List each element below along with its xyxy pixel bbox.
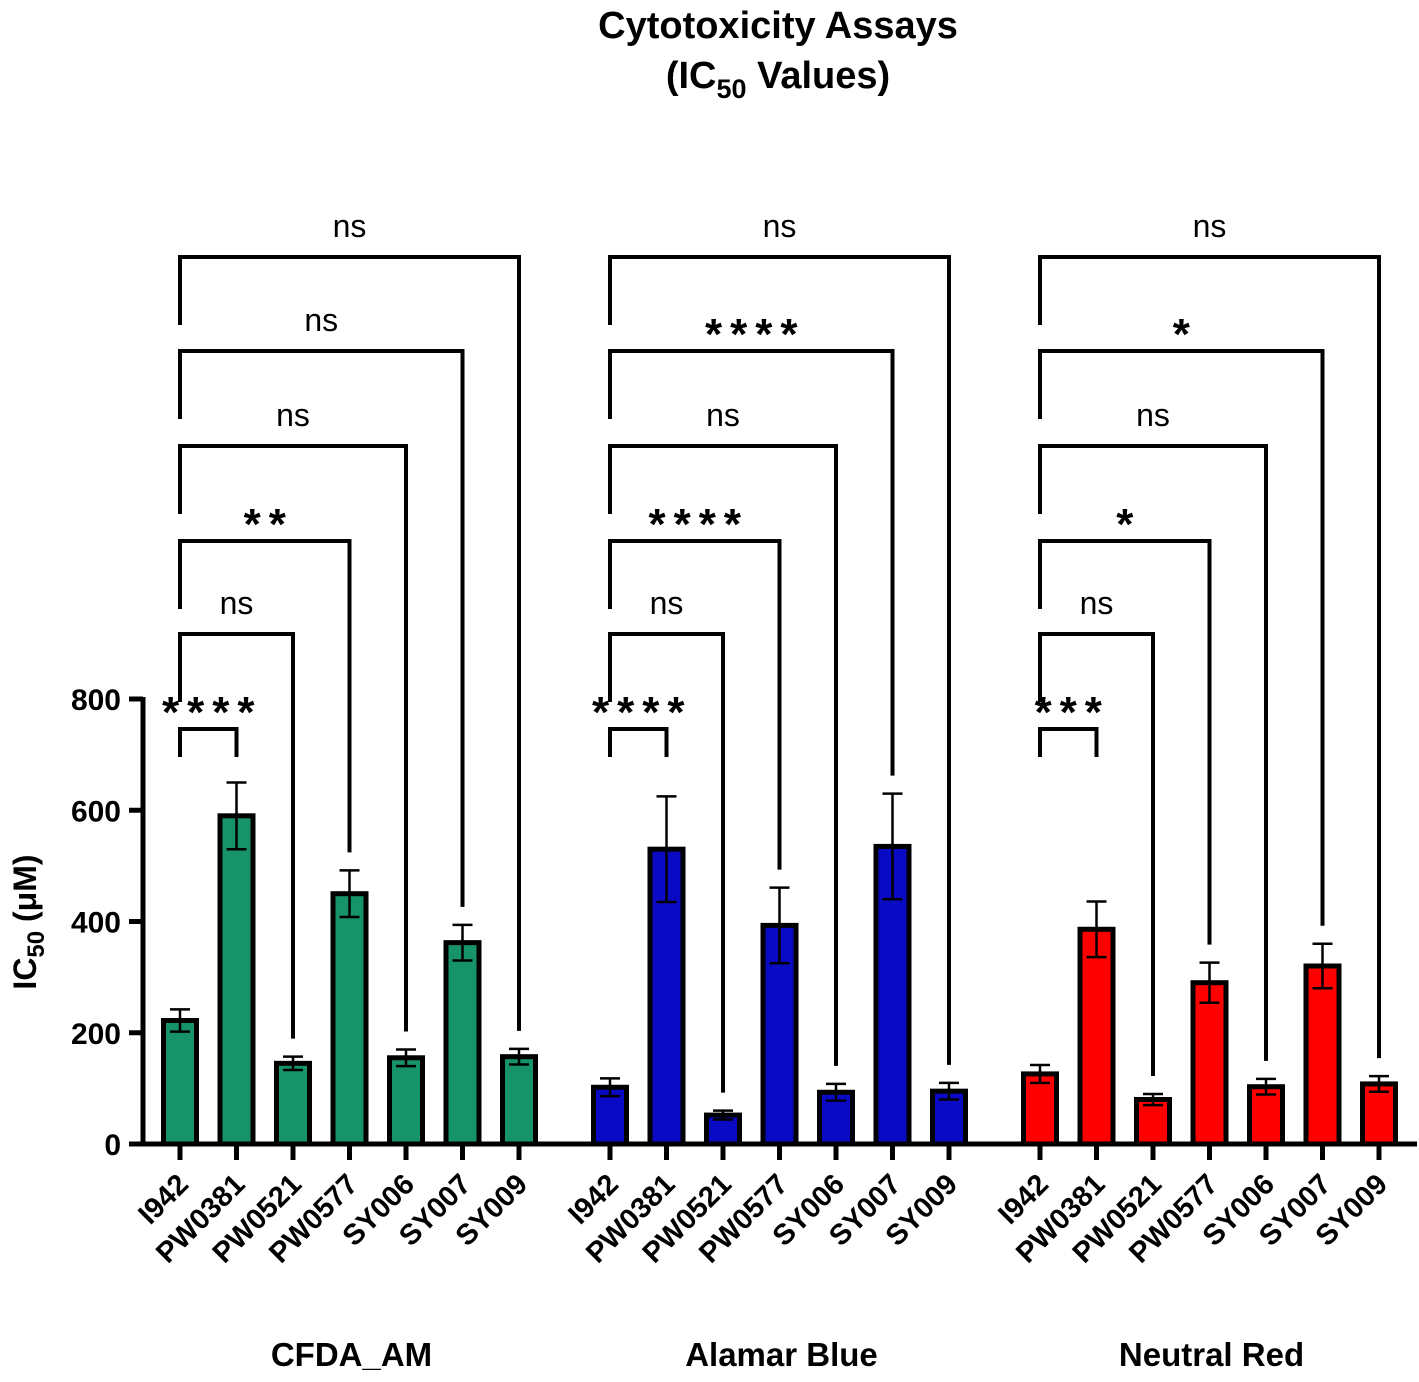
significance-bracket bbox=[608, 727, 669, 757]
significance-label: ns bbox=[1193, 208, 1227, 244]
significance-label: ns bbox=[333, 208, 367, 244]
significance-label: ns bbox=[1080, 585, 1114, 621]
chart-title: Cytotoxicity Assays bbox=[598, 5, 958, 47]
bar bbox=[387, 1055, 425, 1147]
significance-bracket bbox=[1038, 255, 1381, 1059]
significance-bracket bbox=[178, 349, 465, 907]
significance-label: * bbox=[1173, 310, 1198, 359]
significance-bracket bbox=[1038, 539, 1212, 945]
bar bbox=[1190, 980, 1229, 1147]
significance-bracket bbox=[608, 255, 951, 1065]
significance-label: **** bbox=[705, 310, 806, 359]
group-label: CFDA_AM bbox=[271, 1336, 432, 1373]
significance-label: **** bbox=[162, 688, 263, 737]
significance-label: ns bbox=[1136, 397, 1170, 433]
significance-label: ns bbox=[276, 397, 310, 433]
group-label: Neutral Red bbox=[1119, 1336, 1304, 1373]
bar bbox=[274, 1060, 312, 1147]
y-tick-label: 600 bbox=[71, 795, 121, 828]
significance-label: **** bbox=[649, 500, 750, 549]
bar bbox=[217, 813, 256, 1147]
bar bbox=[330, 891, 369, 1147]
significance-bracket bbox=[178, 444, 408, 1032]
significance-bracket bbox=[178, 727, 239, 757]
bar bbox=[161, 1018, 199, 1147]
significance-bracket bbox=[178, 255, 521, 1031]
significance-bracket bbox=[1038, 349, 1325, 926]
bar bbox=[443, 940, 482, 1147]
y-axis-label: IC50 (μM) bbox=[7, 854, 50, 989]
significance-label: ns bbox=[220, 585, 254, 621]
y-tick-label: 800 bbox=[71, 684, 121, 717]
y-tick-label: 0 bbox=[104, 1129, 121, 1162]
significance-label: ns bbox=[650, 585, 684, 621]
bar bbox=[1303, 963, 1342, 1147]
significance-bracket bbox=[1038, 727, 1099, 757]
significance-label: *** bbox=[1035, 688, 1110, 737]
y-tick-label: 400 bbox=[71, 907, 121, 940]
significance-bracket bbox=[178, 632, 295, 1039]
significance-label: ns bbox=[304, 302, 338, 338]
bar bbox=[1021, 1071, 1059, 1147]
significance-bracket bbox=[178, 539, 352, 853]
y-tick-label: 200 bbox=[71, 1018, 121, 1051]
significance-bracket bbox=[608, 539, 782, 870]
significance-bracket bbox=[608, 632, 725, 1093]
bar bbox=[1134, 1097, 1172, 1147]
plot-area: 0200400600800I942PW0381PW0521PW0577SY006… bbox=[71, 208, 1417, 1373]
bar bbox=[1077, 926, 1116, 1147]
group-label: Alamar Blue bbox=[685, 1336, 878, 1373]
significance-bracket bbox=[1038, 632, 1155, 1076]
significance-label: **** bbox=[592, 688, 693, 737]
significance-bracket bbox=[608, 444, 838, 1066]
significance-label: * bbox=[1116, 500, 1141, 549]
chart-subtitle: (IC50 Values) bbox=[666, 55, 890, 104]
significance-label: ** bbox=[244, 500, 294, 549]
significance-bracket bbox=[1038, 444, 1268, 1061]
bar bbox=[500, 1054, 538, 1147]
significance-label: ns bbox=[763, 208, 797, 244]
significance-label: ns bbox=[706, 397, 740, 433]
significance-bracket bbox=[608, 349, 895, 776]
